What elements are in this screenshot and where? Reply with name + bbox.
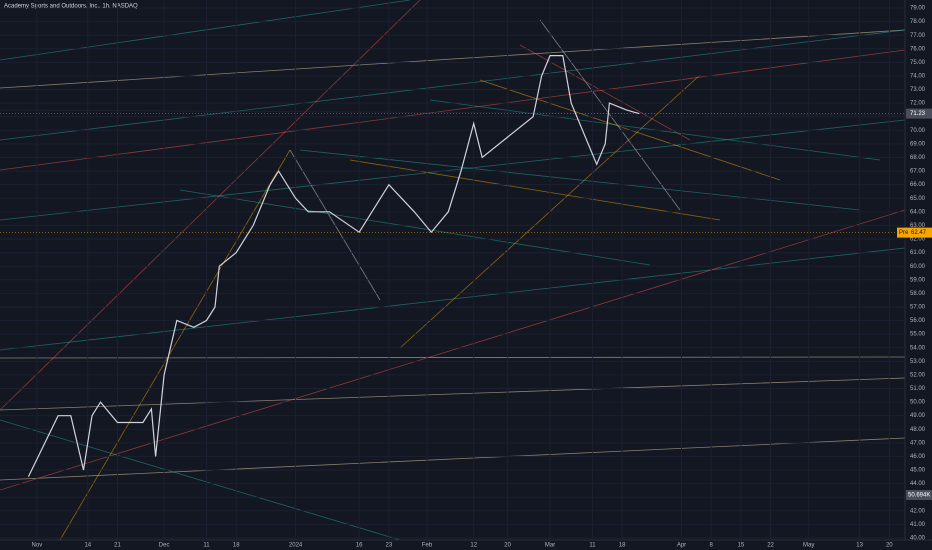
y-tick-label: 63.00 [910, 223, 926, 229]
x-tick-label: 2024 [289, 543, 303, 549]
y-tick-label: 45.00 [910, 468, 926, 474]
y-tick-label: 42.00 [910, 508, 926, 514]
y-tick-label: 69.00 [910, 141, 926, 147]
y-tick-label: 74.00 [910, 74, 926, 80]
y-tick-label: 40.00 [910, 536, 926, 542]
x-tick-label: May [803, 543, 814, 549]
y-tick-label: 56.00 [910, 318, 926, 324]
y-tick-label: 76.00 [910, 46, 926, 52]
y-tick-label: 72.00 [910, 101, 926, 107]
x-tick-label: Feb [422, 543, 433, 549]
y-tick-label: 50.00 [910, 400, 926, 406]
y-tick-label: 66.00 [910, 182, 926, 188]
x-tick-label: 20 [886, 543, 893, 549]
y-tick-label: 65.00 [910, 196, 926, 202]
y-tick-label: 79.00 [910, 6, 926, 12]
last-price-tag [906, 108, 932, 119]
y-tick-label: 58.00 [910, 291, 926, 297]
x-tick-label: 18 [233, 543, 240, 549]
y-tick-label: 44.00 [910, 481, 926, 487]
x-tick-label: 12 [470, 543, 477, 549]
pre-price-label: 62.47 [911, 230, 927, 236]
y-tick-label: 55.00 [910, 332, 926, 338]
x-tick-label: 14 [84, 543, 91, 549]
y-tick-label: 62.00 [910, 237, 926, 243]
last-price-label: 71.23 [910, 111, 926, 117]
x-tick-label: 13 [856, 543, 863, 549]
x-tick-label: 20 [504, 543, 511, 549]
pre-label: Pre [899, 230, 909, 236]
price-line [27, 54, 640, 478]
x-tick-label: 11 [589, 543, 596, 549]
x-tick-label: Mar [545, 543, 555, 549]
pre-price-tag [897, 227, 932, 238]
x-tick-label: 15 [738, 543, 745, 549]
x-tick-label: 21 [114, 543, 121, 549]
x-tick-label: Nov [32, 543, 43, 549]
y-tick-label: 70.00 [910, 128, 926, 134]
y-tick-label: 46.00 [910, 454, 926, 460]
x-tick-label: 23 [386, 543, 393, 549]
y-tick-label: 49.00 [910, 413, 926, 419]
y-tick-label: 54.00 [910, 345, 926, 351]
y-tick-label: 57.00 [910, 305, 926, 311]
y-tick-label: 78.00 [910, 19, 926, 25]
y-tick-label: 67.00 [910, 169, 926, 175]
y-tick-label: 68.00 [910, 155, 926, 161]
y-tick-label: 52.00 [910, 372, 926, 378]
x-tick-label: 8 [710, 543, 714, 549]
volume-tag [906, 490, 932, 500]
x-tick-label: Dec [159, 543, 170, 549]
x-tick-label: 11 [203, 543, 210, 549]
y-tick-label: 47.00 [910, 440, 926, 446]
y-tick-label: 73.00 [910, 87, 926, 93]
y-tick-label: 51.00 [910, 386, 926, 392]
y-tick-label: 59.00 [910, 277, 926, 283]
x-tick-label: 22 [767, 543, 774, 549]
y-tick-label: 41.00 [910, 522, 926, 528]
y-tick-label: 77.00 [910, 33, 926, 39]
y-tick-label: 48.00 [910, 427, 926, 433]
x-tick-label: Apr [677, 543, 686, 549]
x-tick-label: 18 [619, 543, 626, 549]
y-tick-label: 61.00 [910, 250, 926, 256]
y-tick-label: 53.00 [910, 359, 926, 365]
y-tick-label: 64.00 [910, 209, 926, 215]
x-tick-label: 16 [356, 543, 363, 549]
chart-title: Academy Sports and Outdoors, Inc., 1h, N… [4, 4, 138, 10]
y-tick-label: 75.00 [910, 60, 926, 66]
y-tick-label: 60.00 [910, 264, 926, 270]
volume-label: 50.694K [908, 493, 930, 499]
